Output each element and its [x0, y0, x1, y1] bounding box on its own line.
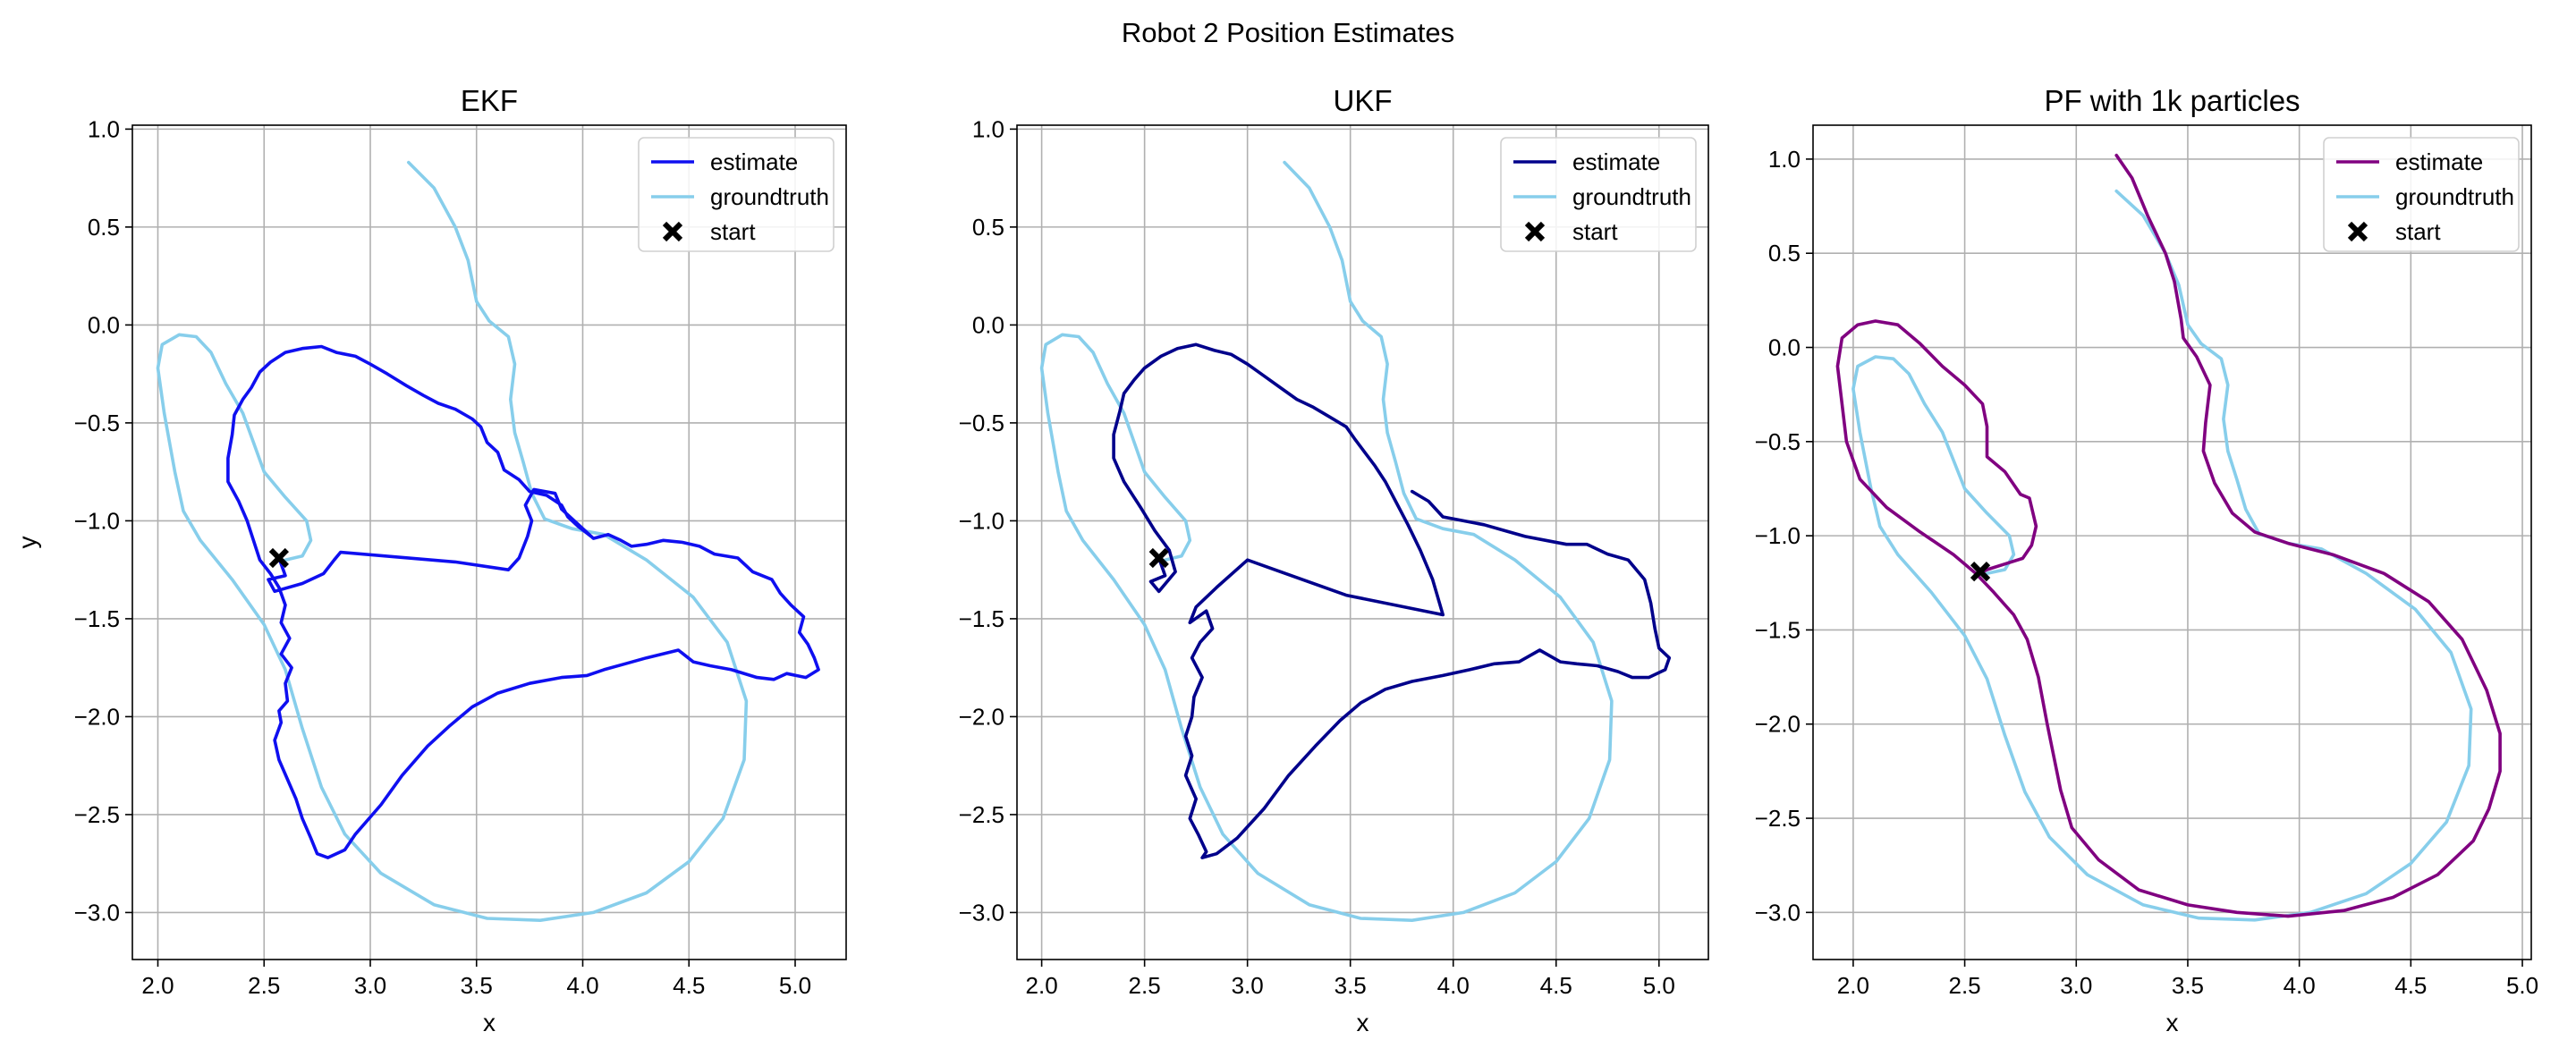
x-tick-label: 2.5: [248, 972, 280, 999]
y-tick-label: 0.0: [88, 311, 120, 338]
x-tick-label: 3.5: [461, 972, 493, 999]
series-line-estimate: [226, 344, 820, 859]
legend-swatch-start: [662, 221, 683, 242]
legend: estimate groundtruth start: [638, 137, 835, 252]
axes-frame: [1016, 124, 1709, 960]
axes-frame: [1812, 124, 2532, 960]
y-tick-label: −1.0: [1755, 522, 1801, 549]
subplot-0: 2.0 2.5 3.0 3.5 4.0 4.5 5.0 1.0 0.5 0.0 −0.5 −1.0 −1…: [13, 84, 847, 1036]
x-tick-label: 4.5: [1540, 972, 1572, 999]
y-tick-label: −2.5: [74, 801, 120, 828]
x-tick-label: 2.5: [1948, 972, 1980, 999]
x-tick-label: 2.0: [1026, 972, 1058, 999]
legend-swatch-start: [1524, 221, 1546, 242]
x-tick-label: 3.0: [1232, 972, 1264, 999]
series-line-estimate: [1835, 153, 2502, 918]
series-line-groundtruth: [1852, 189, 2473, 922]
x-tick-label: 5.0: [779, 972, 811, 999]
legend-label-estimate: estimate: [1572, 148, 1660, 175]
x-tick-label: 5.0: [2506, 972, 2538, 999]
subplot-2: 2.0 2.5 3.0 3.5 4.0 4.5 5.0 1.0 0.5 0.0 −0.5 −1.0 −1…: [1755, 84, 2538, 1036]
legend-label-groundtruth: groundtruth: [2395, 183, 2514, 210]
y-axis-label: y: [13, 537, 41, 549]
legend-swatch-start: [2347, 221, 2368, 242]
y-tick-label: −2.0: [74, 703, 120, 730]
y-tick-label: 0.5: [972, 214, 1004, 241]
y-tick-label: −0.5: [1755, 428, 1801, 455]
y-tick-label: −3.0: [74, 899, 120, 926]
subplot-title: EKF: [461, 84, 518, 117]
series-line-groundtruth: [1039, 160, 1614, 922]
legend-box: [638, 137, 835, 252]
x-tick-label: 5.0: [1643, 972, 1675, 999]
x-tick-label: 3.0: [354, 972, 386, 999]
y-tick-label: 1.0: [1768, 146, 1801, 173]
series-line-estimate: [1112, 342, 1672, 859]
subplot-1: 2.0 2.5 3.0 3.5 4.0 4.5 5.0 1.0 0.5 0.0 −0.5 −1.0 −1…: [959, 84, 1709, 1036]
y-tick-label: 1.0: [972, 115, 1004, 142]
x-tick-label: 3.5: [1335, 972, 1367, 999]
y-tick-label: −0.5: [959, 410, 1004, 436]
y-tick-label: 0.5: [1768, 240, 1801, 266]
series-line-groundtruth: [156, 160, 749, 922]
legend-box: [1500, 137, 1697, 252]
y-tick-label: −1.5: [959, 605, 1004, 632]
figure-suptitle: Robot 2 Position Estimates: [1122, 17, 1454, 48]
legend-label-estimate: estimate: [710, 148, 798, 175]
y-tick-label: 1.0: [88, 115, 120, 142]
start-marker: [1148, 547, 1169, 569]
legend-label-groundtruth: groundtruth: [710, 183, 829, 210]
x-tick-label: 4.0: [1437, 972, 1470, 999]
legend-label-start: start: [1572, 218, 1618, 245]
y-tick-label: −1.0: [959, 507, 1004, 534]
y-tick-label: −1.5: [1755, 616, 1801, 643]
y-tick-label: 0.0: [972, 311, 1004, 338]
x-tick-label: 4.5: [673, 972, 705, 999]
x-tick-label: 2.0: [1837, 972, 1869, 999]
y-tick-label: 0.0: [1768, 334, 1801, 361]
y-tick-label: −1.5: [74, 605, 120, 632]
legend: estimate groundtruth start: [2323, 137, 2520, 252]
start-marker: [268, 547, 289, 569]
x-axis-label: x: [483, 1009, 496, 1036]
y-tick-label: 0.5: [88, 214, 120, 241]
x-tick-label: 2.5: [1129, 972, 1161, 999]
x-tick-label: 4.5: [2394, 972, 2427, 999]
y-tick-label: −0.5: [74, 410, 120, 436]
axes-frame: [131, 124, 847, 960]
series-group: [1039, 160, 1672, 922]
subplot-title: UKF: [1334, 84, 1393, 117]
y-tick-label: −2.5: [1755, 805, 1801, 832]
x-tick-label: 4.0: [566, 972, 598, 999]
legend-box: [2323, 137, 2520, 252]
legend-label-estimate: estimate: [2395, 148, 2483, 175]
legend-label-start: start: [2395, 218, 2441, 245]
y-tick-label: −2.0: [959, 703, 1004, 730]
x-axis-label: x: [1357, 1009, 1369, 1036]
legend: estimate groundtruth start: [1500, 137, 1697, 252]
x-tick-label: 4.0: [2284, 972, 2316, 999]
subplot-title: PF with 1k particles: [2044, 84, 2300, 117]
y-tick-label: −3.0: [1755, 899, 1801, 926]
y-tick-label: −3.0: [959, 899, 1004, 926]
x-tick-label: 2.0: [141, 972, 174, 999]
legend-label-groundtruth: groundtruth: [1572, 183, 1691, 210]
grid: [1017, 125, 1708, 960]
legend-label-start: start: [710, 218, 756, 245]
y-tick-label: −2.5: [959, 801, 1004, 828]
start-marker: [1970, 562, 1991, 582]
series-group: [1835, 153, 2502, 922]
grid: [1813, 125, 2531, 960]
x-tick-label: 3.5: [2172, 972, 2204, 999]
y-tick-label: −1.0: [74, 507, 120, 534]
x-axis-label: x: [2166, 1009, 2179, 1036]
series-group: [156, 160, 820, 922]
y-tick-label: −2.0: [1755, 711, 1801, 738]
x-tick-label: 3.0: [2060, 972, 2092, 999]
